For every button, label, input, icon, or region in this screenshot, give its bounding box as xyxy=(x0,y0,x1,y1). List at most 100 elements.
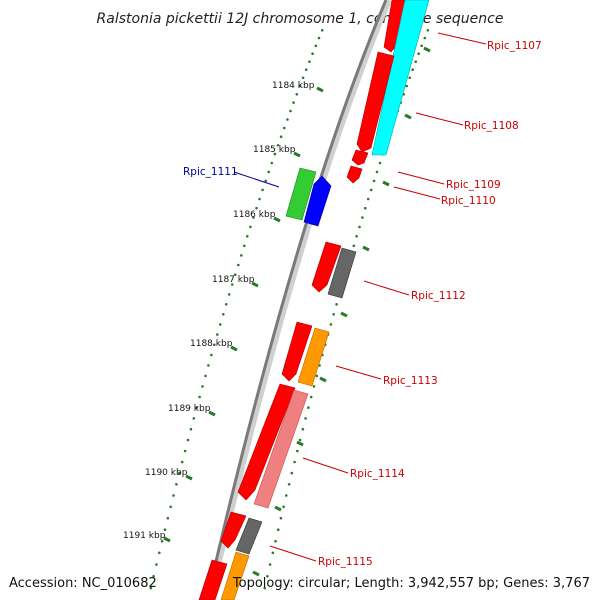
gene-Rpic_1109[interactable] xyxy=(351,149,369,166)
outer-dot xyxy=(298,438,302,442)
gene-Rpic_1111-green[interactable] xyxy=(285,167,317,221)
scale-dot xyxy=(320,29,324,32)
scale-dot xyxy=(311,52,314,55)
outer-dot xyxy=(405,84,409,88)
gene-Rpic_1108-trna[interactable] xyxy=(371,0,430,156)
scale-dot xyxy=(304,68,308,71)
scale-dot xyxy=(301,76,305,80)
scale-dot xyxy=(273,152,277,156)
outer-dot xyxy=(366,197,370,201)
gene-label-Rpic_1109[interactable]: Rpic_1109 xyxy=(446,179,501,191)
gene-Rpic_1115-red[interactable] xyxy=(220,511,247,549)
scale-dot xyxy=(172,494,175,497)
scale-dot xyxy=(314,44,318,48)
scale-dot xyxy=(258,197,261,201)
scale-dot xyxy=(198,395,201,399)
scale-dot xyxy=(219,323,222,326)
gene-label-Rpic_1113[interactable]: Rpic_1113 xyxy=(383,375,438,387)
outer-dot xyxy=(358,225,361,229)
outer-ticks xyxy=(252,46,431,577)
scale-dot xyxy=(155,563,158,566)
tick-1189 xyxy=(208,410,216,417)
scale-dot xyxy=(192,417,196,420)
scale-dot xyxy=(249,225,252,229)
gene-Rpic_1114-red[interactable] xyxy=(237,383,296,501)
gene-Rpic_1113[interactable] xyxy=(297,327,330,387)
outer-dot xyxy=(304,417,307,420)
outer-dot xyxy=(307,406,310,409)
gene-label-Rpic_1107[interactable]: Rpic_1107 xyxy=(487,40,542,52)
scale-dot xyxy=(276,144,280,147)
scale-dot xyxy=(166,516,170,520)
scale-dot xyxy=(195,406,198,409)
scale-dot xyxy=(264,179,268,183)
outer-dot xyxy=(274,539,277,543)
outer-dot xyxy=(282,505,285,509)
tick-1190 xyxy=(185,474,193,481)
gene-Rpic_1108[interactable] xyxy=(356,51,395,153)
scale-dots xyxy=(149,29,324,590)
gene-Rpic_1112[interactable] xyxy=(327,247,357,299)
scale-dot xyxy=(163,528,167,531)
tick-label-1185: 1185 kbp xyxy=(253,145,296,155)
outer-dot xyxy=(420,44,424,48)
outer-dot xyxy=(312,385,316,388)
chromosome-backbone-edge xyxy=(205,0,388,600)
outer-dot xyxy=(309,395,313,399)
gene-Rpic_1110[interactable] xyxy=(346,165,363,184)
chromosome-backbone xyxy=(207,0,392,600)
gene-Rpic_1116-orange[interactable] xyxy=(220,551,250,600)
outer-dot xyxy=(355,235,358,238)
scale-dot xyxy=(204,374,207,378)
scale-dot xyxy=(186,438,190,442)
scale-dot xyxy=(210,353,213,357)
gene-label-Rpic_1112[interactable]: Rpic_1112 xyxy=(411,290,466,302)
tick-label-1186: 1186 kbp xyxy=(233,210,276,220)
scale-dot xyxy=(295,93,299,96)
gene-label-Rpic_1110[interactable]: Rpic_1110 xyxy=(441,195,496,207)
tick-1185 xyxy=(293,151,301,158)
outer-dot xyxy=(263,586,267,590)
outer-dot xyxy=(268,563,272,566)
scale-dot xyxy=(298,84,302,88)
outer-dot xyxy=(279,516,283,520)
outer-dot xyxy=(352,244,356,248)
outer-dot xyxy=(315,374,319,378)
scale-dot xyxy=(158,551,161,555)
outer-dot xyxy=(290,471,294,475)
scale-ticks xyxy=(163,86,324,543)
gene-Rpic_1113-red[interactable] xyxy=(281,321,313,382)
gene-Rpic_1111[interactable] xyxy=(303,175,332,227)
tick-label-1184: 1184 kbp xyxy=(272,81,315,91)
scale-dot xyxy=(237,263,240,267)
outer-dot xyxy=(423,36,427,40)
tick-1184 xyxy=(316,86,324,93)
outer-dot xyxy=(296,449,299,453)
scale-dot xyxy=(216,333,219,336)
outer-dot xyxy=(426,29,430,32)
tick-label-1188: 1188 kbp xyxy=(190,339,233,349)
scale-dot xyxy=(286,118,289,121)
scale-dot xyxy=(189,427,193,431)
outer-dot xyxy=(361,216,364,219)
scale-dot xyxy=(240,254,243,257)
gene-Rpic_1116-red[interactable] xyxy=(198,559,228,600)
gene-Rpic_1112-red[interactable] xyxy=(311,241,342,293)
scale-dot xyxy=(255,206,258,210)
tick-label-1190: 1190 kbp xyxy=(145,468,188,478)
scale-dot xyxy=(160,539,164,543)
gene-label-Rpic_1114[interactable]: Rpic_1114 xyxy=(350,468,405,480)
scale-dot xyxy=(207,364,210,367)
gene-label-Rpic_1108[interactable]: Rpic_1108 xyxy=(464,120,519,132)
tick-1191 xyxy=(163,536,171,543)
scale-dot xyxy=(230,283,234,286)
gene-label-Rpic_1111[interactable]: Rpic_1111 xyxy=(183,166,238,178)
scale-dot xyxy=(279,135,283,138)
gene-Rpic_1115[interactable] xyxy=(235,517,263,555)
gene-label-Rpic_1115[interactable]: Rpic_1115 xyxy=(318,556,373,568)
tick-1188 xyxy=(230,345,238,352)
gene-Rpic_1114[interactable] xyxy=(253,389,309,509)
scale-dot xyxy=(233,273,237,277)
outer-dot xyxy=(375,170,379,174)
outer-dot xyxy=(271,551,275,555)
